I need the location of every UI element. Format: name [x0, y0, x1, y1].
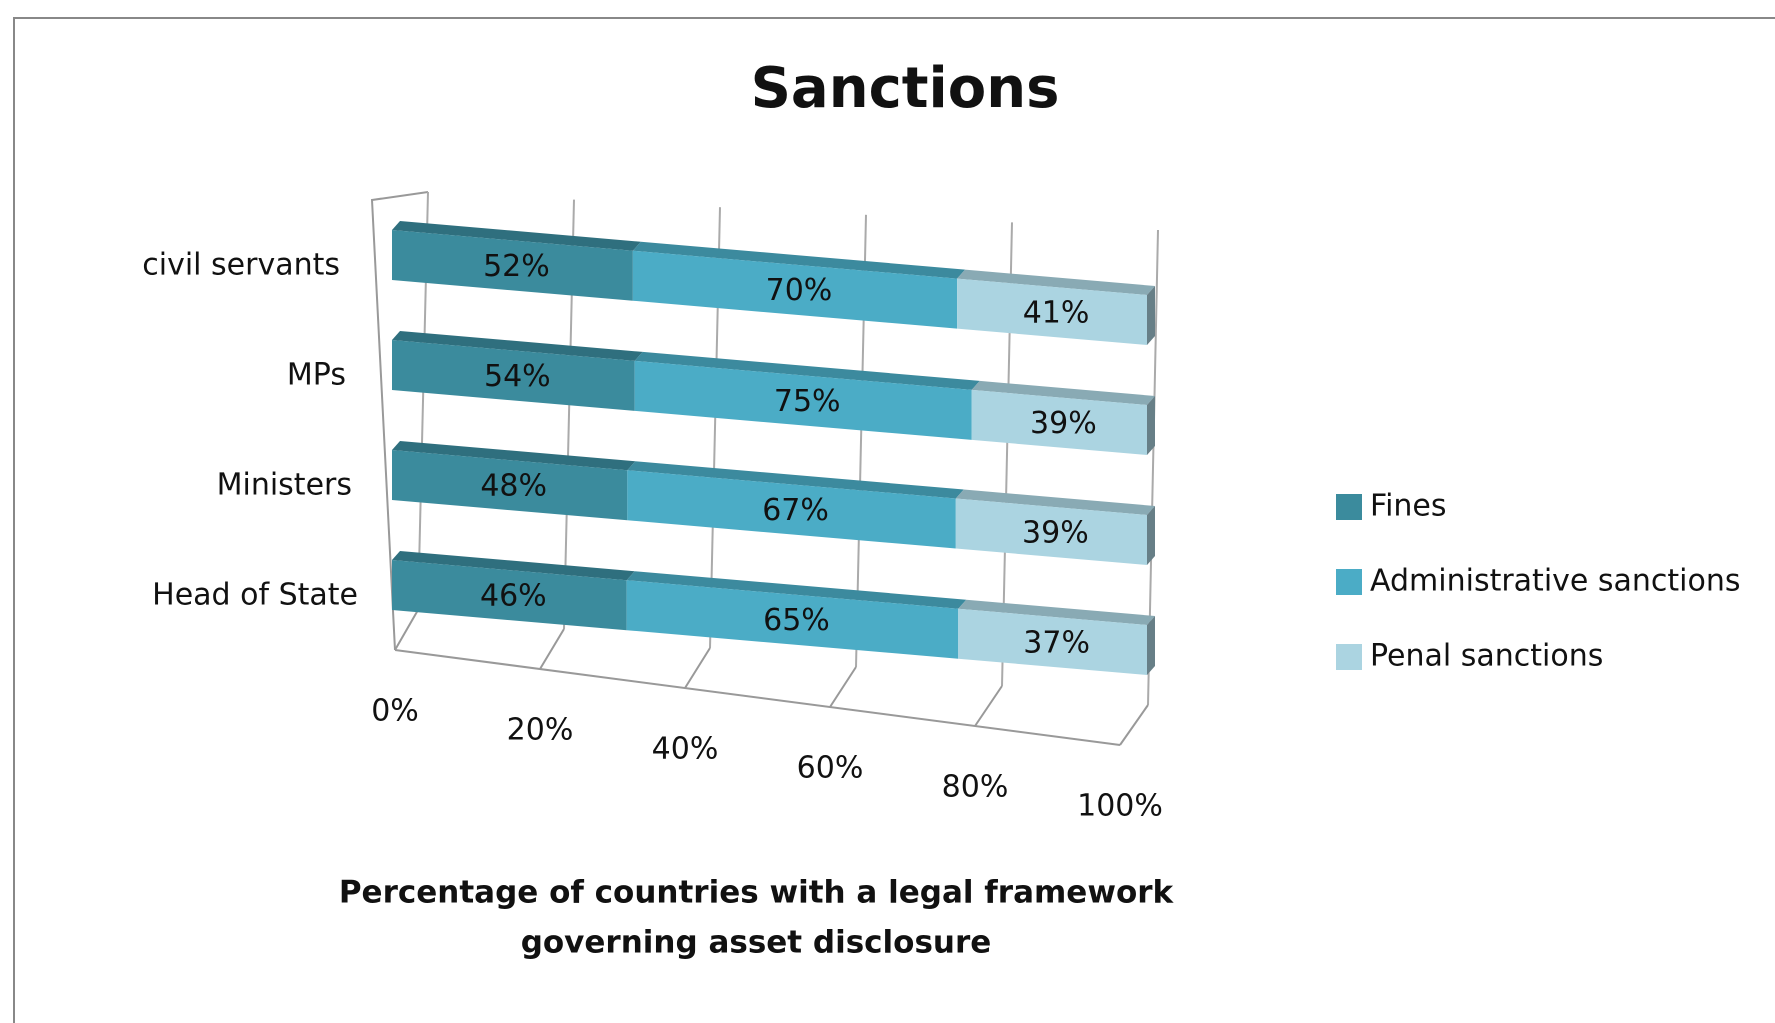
- x-tick: [394, 609, 419, 651]
- data-label: 39%: [1030, 406, 1097, 441]
- bar-top: [971, 380, 1155, 405]
- data-label: 65%: [763, 603, 830, 638]
- x-tick-label: 80%: [942, 770, 1009, 805]
- y-tick-label: MPs: [287, 358, 346, 393]
- legend-swatch: [1336, 644, 1362, 670]
- bar: [971, 389, 1147, 455]
- bar-top: [392, 551, 635, 581]
- data-label: 37%: [1023, 625, 1090, 660]
- legend-swatch: [1336, 569, 1362, 595]
- bar-top: [632, 241, 966, 279]
- data-label: 70%: [766, 273, 833, 308]
- legend-swatch: [1336, 494, 1362, 520]
- data-label: 46%: [480, 579, 547, 614]
- bar: [392, 340, 635, 411]
- bar-top: [957, 269, 1155, 295]
- bar-top: [958, 599, 1155, 625]
- bar-top: [634, 351, 980, 390]
- x-tick: [974, 685, 1003, 727]
- chart-frame: [13, 17, 1775, 1023]
- data-label: 41%: [1023, 295, 1090, 330]
- y-tick-label: Ministers: [217, 468, 352, 503]
- bar-top: [392, 221, 641, 251]
- bar: [955, 498, 1147, 565]
- legend-label: Penal sanctions: [1370, 639, 1603, 674]
- bar: [392, 560, 627, 631]
- bar: [632, 250, 958, 329]
- x-axis-label: governing asset disclosure: [521, 925, 992, 961]
- bar: [957, 278, 1147, 345]
- bar-end: [1147, 506, 1155, 565]
- y-tick-label: civil servants: [142, 248, 340, 283]
- legend-label: Fines: [1370, 489, 1447, 524]
- bar: [634, 360, 972, 440]
- floor-edge: [394, 649, 1121, 746]
- back-wall: [370, 191, 429, 651]
- x-tick-label: 100%: [1077, 789, 1163, 824]
- data-label: 75%: [774, 384, 841, 419]
- x-tick-label: 20%: [507, 713, 574, 748]
- x-tick: [684, 647, 711, 689]
- data-label: 67%: [762, 493, 829, 528]
- x-tick-label: 0%: [371, 694, 419, 729]
- bar: [627, 470, 956, 549]
- x-tick: [1119, 704, 1149, 746]
- data-label: 48%: [480, 469, 547, 504]
- bar-top: [392, 331, 643, 361]
- legend-label: Administrative sanctions: [1370, 564, 1741, 599]
- data-label: 52%: [483, 249, 550, 284]
- bar: [392, 230, 633, 301]
- y-tick-label: Head of State: [152, 578, 358, 613]
- data-label: 39%: [1022, 515, 1089, 550]
- data-label: 54%: [484, 359, 551, 394]
- x-tick-label: 40%: [652, 732, 719, 767]
- bar-top: [626, 571, 967, 609]
- bar: [392, 450, 628, 521]
- bar-end: [1147, 286, 1155, 345]
- bar-end: [1147, 616, 1155, 675]
- bar: [958, 608, 1147, 675]
- bar-top: [627, 461, 964, 499]
- bar-top: [392, 441, 636, 471]
- x-axis-label: Percentage of countries with a legal fra…: [339, 875, 1175, 911]
- x-tick-label: 60%: [797, 751, 864, 786]
- x-tick: [829, 666, 857, 708]
- bar-end: [1147, 396, 1155, 455]
- x-tick: [539, 628, 565, 670]
- bar: [626, 580, 959, 659]
- chart-title: Sanctions: [751, 56, 1060, 121]
- bar-top: [955, 489, 1155, 515]
